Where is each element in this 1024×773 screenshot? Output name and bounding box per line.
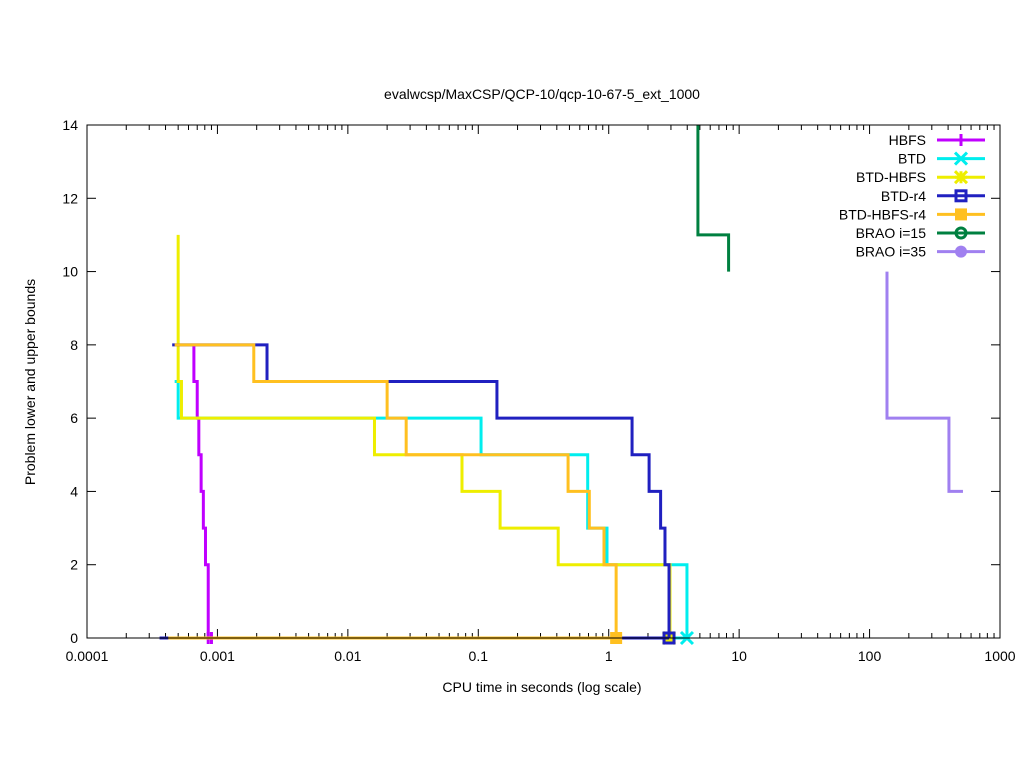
upper-bound-line xyxy=(192,344,210,638)
legend-item: BTD xyxy=(898,151,985,167)
legend-marker-icon xyxy=(954,226,968,240)
upper-bound-line xyxy=(176,234,672,638)
y-tick-label: 6 xyxy=(70,410,78,426)
series-btd-hbfs xyxy=(172,234,677,646)
y-tick-label: 0 xyxy=(70,630,78,646)
upper-bound-line xyxy=(885,271,963,493)
x-tick-label: 1000 xyxy=(984,648,1015,664)
legend-item: BTD-HBFS-r4 xyxy=(839,206,985,222)
x-tick-label: 0.01 xyxy=(334,648,361,664)
y-axis-label: Problem lower and upper bounds xyxy=(22,279,38,485)
plot-area xyxy=(159,125,963,646)
upper-bound-line xyxy=(696,125,731,272)
x-tick-label: 0.001 xyxy=(200,648,235,664)
x-axis-label: CPU time in seconds (log scale) xyxy=(442,679,641,695)
plot-border xyxy=(86,124,1001,639)
x-tick-label: 1 xyxy=(605,648,613,664)
legend-item: BRAO i=15 xyxy=(856,225,985,241)
legend-item: HBFS xyxy=(889,132,985,148)
legend-marker-icon xyxy=(953,151,969,166)
series-brao-i-15 xyxy=(696,125,731,272)
series-hbfs xyxy=(192,344,218,644)
legend: HBFS BTD BTD-HBFS BTD-r4 BTD-HBFS-r4 BRAO i=1… xyxy=(839,132,985,260)
legend-marker-icon xyxy=(954,189,968,203)
chart-title: evalwcsp/MaxCSP/QCP-10/qcp-10-67-5_ext_1… xyxy=(384,86,700,102)
series-btd-r4 xyxy=(159,343,676,645)
legend-label: BRAO i=15 xyxy=(856,225,927,241)
upper-bound-line xyxy=(172,343,671,638)
legend-item: BTD-r4 xyxy=(881,188,985,204)
legend-label: BRAO i=35 xyxy=(856,244,927,260)
legend-label: BTD-r4 xyxy=(881,188,926,204)
x-tick-label: 100 xyxy=(858,648,882,664)
legend-marker-icon xyxy=(955,245,967,258)
y-tick-label: 2 xyxy=(70,557,78,573)
axis-ticks: 0.0001 0.001 0.01 0.1 1 10 100 1000 0 2 4 6 8 10 12 14 xyxy=(62,117,1015,664)
legend-marker-icon xyxy=(953,170,969,185)
y-tick-label: 12 xyxy=(62,190,78,206)
series-brao-i-35 xyxy=(885,271,963,493)
upper-bound-line xyxy=(174,343,618,638)
legend-label: HBFS xyxy=(889,132,926,148)
series-btd-hbfs-r4 xyxy=(168,343,623,644)
legend-label: BTD-HBFS xyxy=(856,169,926,185)
x-tick-label: 10 xyxy=(731,648,747,664)
y-tick-label: 8 xyxy=(70,337,78,353)
y-tick-label: 4 xyxy=(70,483,78,499)
x-tick-label: 0.1 xyxy=(469,648,489,664)
x-tick-label: 0.0001 xyxy=(66,648,109,664)
upper-bound-line xyxy=(174,380,689,638)
legend-marker-icon xyxy=(955,208,967,221)
y-tick-label: 10 xyxy=(62,264,78,280)
legend-marker-icon xyxy=(955,134,967,146)
y-tick-label: 14 xyxy=(62,117,78,133)
legend-label: BTD-HBFS-r4 xyxy=(839,206,926,222)
legend-item: BTD-HBFS xyxy=(856,169,985,185)
legend-label: BTD xyxy=(898,151,926,167)
legend-item: BRAO i=35 xyxy=(856,244,985,260)
